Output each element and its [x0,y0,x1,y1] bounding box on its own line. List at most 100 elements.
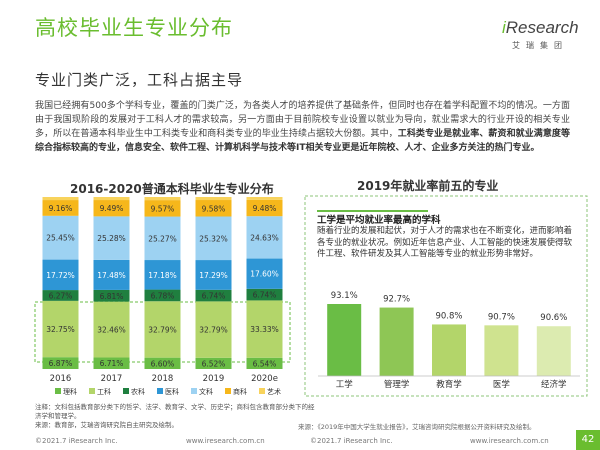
bar-label-农科-2019: 6.74% [202,292,226,301]
bar-segment-理科-2016 [42,357,79,369]
bar-segment-工科-2019 [195,301,232,358]
bar-label-理科-2020e: 6.54% [253,359,277,368]
bar-label-医科-2020e: 17.60% [250,270,279,279]
legend-swatch-商科 [225,388,231,394]
bar-经济学 [536,326,571,376]
x-tick-工学: 工学 [336,379,354,390]
bar-value-管理学: 92.7% [383,295,410,305]
bar-segment-工科-2018 [144,301,181,358]
bar-segment-商科-2018 [144,200,181,217]
bar-label-农科-2018: 6.78% [151,291,175,300]
x-tick-教育学: 教育学 [436,379,462,390]
bar-segment-医科-2017 [93,259,130,290]
body-text-normal: 我国已经拥有500多个学科专业，覆盖的门类广泛，为各类人才的培养提供了基础条件，… [35,101,570,139]
bar-segment-医科-2020e [246,258,283,289]
bar-value-经济学: 90.6% [540,313,567,323]
bar-segment-商科-2019 [195,200,232,217]
left-chart-legend: 理科 工科 农科 医科 文科 商科 艺术 [55,387,281,396]
bar-label-工科-2019: 32.79% [199,326,228,335]
callout-body: 随着行业的发展和起伏，对于人才的需求也在不断变化，进而影响着各专业的就业状况。例… [317,226,573,259]
bar-segment-商科-2020e [246,199,283,217]
left-notes: 注释：文科包括教育部分类下的哲学、法学、教育学、文学、历史学；商科包含教育部分类… [35,403,315,430]
bar-segment-商科-2016 [42,200,79,216]
bar-label-农科-2020e: 6.74% [253,291,277,300]
bar-segment-艺术-2017 [93,197,130,201]
bar-医学 [484,325,519,376]
body-text-bold: 工科类专业是就业率、薪资和就业满意度等综合指标较高的专业，信息安全、软件工程、计… [35,129,570,153]
bar-segment-艺术-2019 [195,197,232,201]
bar-segment-农科-2016 [42,290,79,301]
footer-right-copyright: ©2021.7 iResearch Inc. [310,437,393,445]
right-chart-title: 2019年就业率前五的专业 [357,179,499,193]
bar-segment-文科-2018 [144,216,181,261]
logo-research: Research [505,18,579,37]
bar-segment-艺术-2018 [144,197,181,201]
legend-swatch-理科 [55,388,61,394]
bar-label-农科-2016: 6.27% [49,291,73,300]
bar-segment-工科-2017 [93,301,130,358]
legend-label-医科: 医科 [165,387,179,396]
legend-swatch-文科 [191,388,197,394]
logo-subtitle: 艾瑞集团 [512,41,568,50]
bar-label-文科-2018: 25.27% [148,234,177,243]
bar-segment-文科-2016 [42,215,79,260]
bar-segment-商科-2017 [93,200,130,217]
bar-segment-农科-2020e [246,288,283,301]
footer-left-url[interactable]: www.iresearch.com.cn [186,437,265,445]
bar-label-商科-2018: 9.57% [151,204,175,213]
bar-管理学 [379,307,414,376]
bar-value-教育学: 90.8% [435,311,462,321]
bar-label-理科-2016: 6.87% [49,359,73,368]
bar-segment-农科-2019 [195,289,232,302]
bar-工学 [327,304,362,376]
x-tick-经济学: 经济学 [541,379,567,390]
page-subtitle: 专业门类广泛，工科占据主导 [35,71,244,89]
bar-label-医科-2017: 17.48% [97,271,126,280]
page-number: 42 [576,430,600,450]
callout-title: 工学是平均就业率最高的学科 [317,215,441,226]
bar-segment-理科-2018 [144,357,181,369]
bar-label-医科-2018: 17.18% [148,271,177,280]
right-bar-chart: 93.1% 工学 92.7% 管理学 90.8% 教育学 90.7% 医学 90.6% 经济学 [318,291,580,390]
bar-教育学 [432,324,466,376]
x-tick-管理学: 管理学 [384,379,410,390]
bar-label-商科-2020e: 9.48% [253,204,277,213]
bar-label-理科-2019: 6.52% [202,359,226,368]
logo-i: i [502,18,506,37]
legend-label-文科: 文科 [199,387,213,396]
bar-label-商科-2017: 9.49% [100,204,124,213]
x-tick-2018: 2018 [152,374,174,384]
bar-label-商科-2016: 9.16% [49,204,73,213]
bar-segment-医科-2019 [195,260,232,290]
bar-label-文科-2016: 25.45% [46,234,75,243]
bar-segment-工科-2016 [42,300,79,358]
legend-label-艺术: 艺术 [267,387,281,396]
legend-label-农科: 农科 [131,387,145,396]
bar-label-商科-2019: 9.58% [202,204,226,213]
left-chart-title: 2016-2020普通本科毕业生专业分布 [70,182,274,196]
bar-segment-艺术-2020e [246,197,283,200]
bar-segment-农科-2018 [144,289,181,302]
bar-label-文科-2019: 25.32% [199,234,228,243]
bar-label-工科-2018: 32.79% [148,325,177,334]
bar-segment-文科-2020e [246,216,283,259]
x-tick-2019: 2019 [203,374,225,384]
x-tick-2016: 2016 [50,374,72,384]
legend-label-理科: 理科 [63,387,77,396]
bar-label-工科-2017: 32.46% [97,326,126,335]
bar-label-工科-2016: 32.75% [46,325,75,334]
bar-segment-工科-2020e [246,300,283,358]
bar-label-工科-2020e: 33.33% [250,325,279,334]
bar-label-农科-2017: 6.81% [100,292,124,301]
footer-right-url[interactable]: www.iresearch.com.cn [470,437,549,445]
bar-label-文科-2017: 25.28% [97,234,126,243]
bar-label-理科-2018: 6.60% [151,359,175,368]
bar-value-工学: 93.1% [331,291,358,301]
bar-label-文科-2020e: 24.63% [250,233,279,242]
x-tick-医学: 医学 [493,379,511,390]
bar-segment-理科-2017 [93,357,130,369]
left-stacked-chart: 6.87% 32.75% 6.27% 17.72% 25.45% 9.16% 2016 6.7… [42,197,283,384]
legend-swatch-农科 [123,388,129,394]
bar-segment-农科-2017 [93,289,130,302]
